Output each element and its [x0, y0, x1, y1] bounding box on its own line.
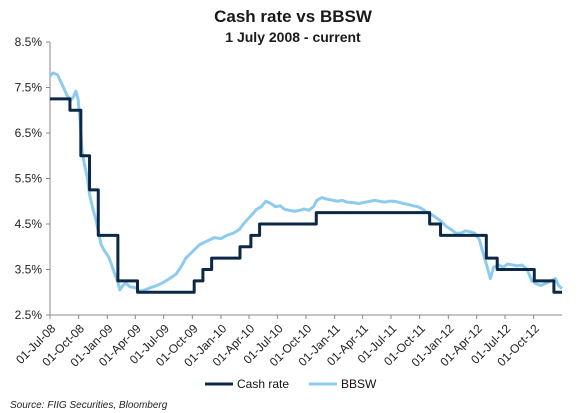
y-tick-label: 2.5%	[15, 308, 43, 322]
series-lines	[48, 71, 564, 294]
legend: Cash rate BBSW	[205, 377, 377, 391]
y-axis-ticks: 8.5% 7.5% 6.5% 5.5% 4.5% 3.5% 2.5%	[15, 35, 50, 322]
series-line-bbsw	[48, 71, 564, 293]
y-tick-label: 4.5%	[15, 217, 43, 231]
y-tick-label: 5.5%	[15, 172, 43, 186]
y-tick-label: 7.5%	[15, 81, 43, 95]
y-tick-label: 6.5%	[15, 126, 43, 140]
series-line-cash-rate	[50, 97, 562, 294]
x-axis-ticks: 01-Jul-0801-Oct-0801-Jan-0901-Apr-0901-J…	[13, 315, 542, 370]
legend-label: Cash rate	[237, 377, 289, 391]
y-tick-label: 8.5%	[15, 35, 43, 49]
axes	[49, 42, 562, 316]
y-tick-label: 3.5%	[15, 263, 43, 277]
chart-subtitle: 1 July 2008 - current	[225, 29, 361, 45]
source-note: Source: FIIG Securities, Bloomberg	[10, 400, 168, 411]
legend-label: BBSW	[341, 377, 377, 391]
chart-title: Cash rate vs BBSW	[214, 7, 373, 26]
